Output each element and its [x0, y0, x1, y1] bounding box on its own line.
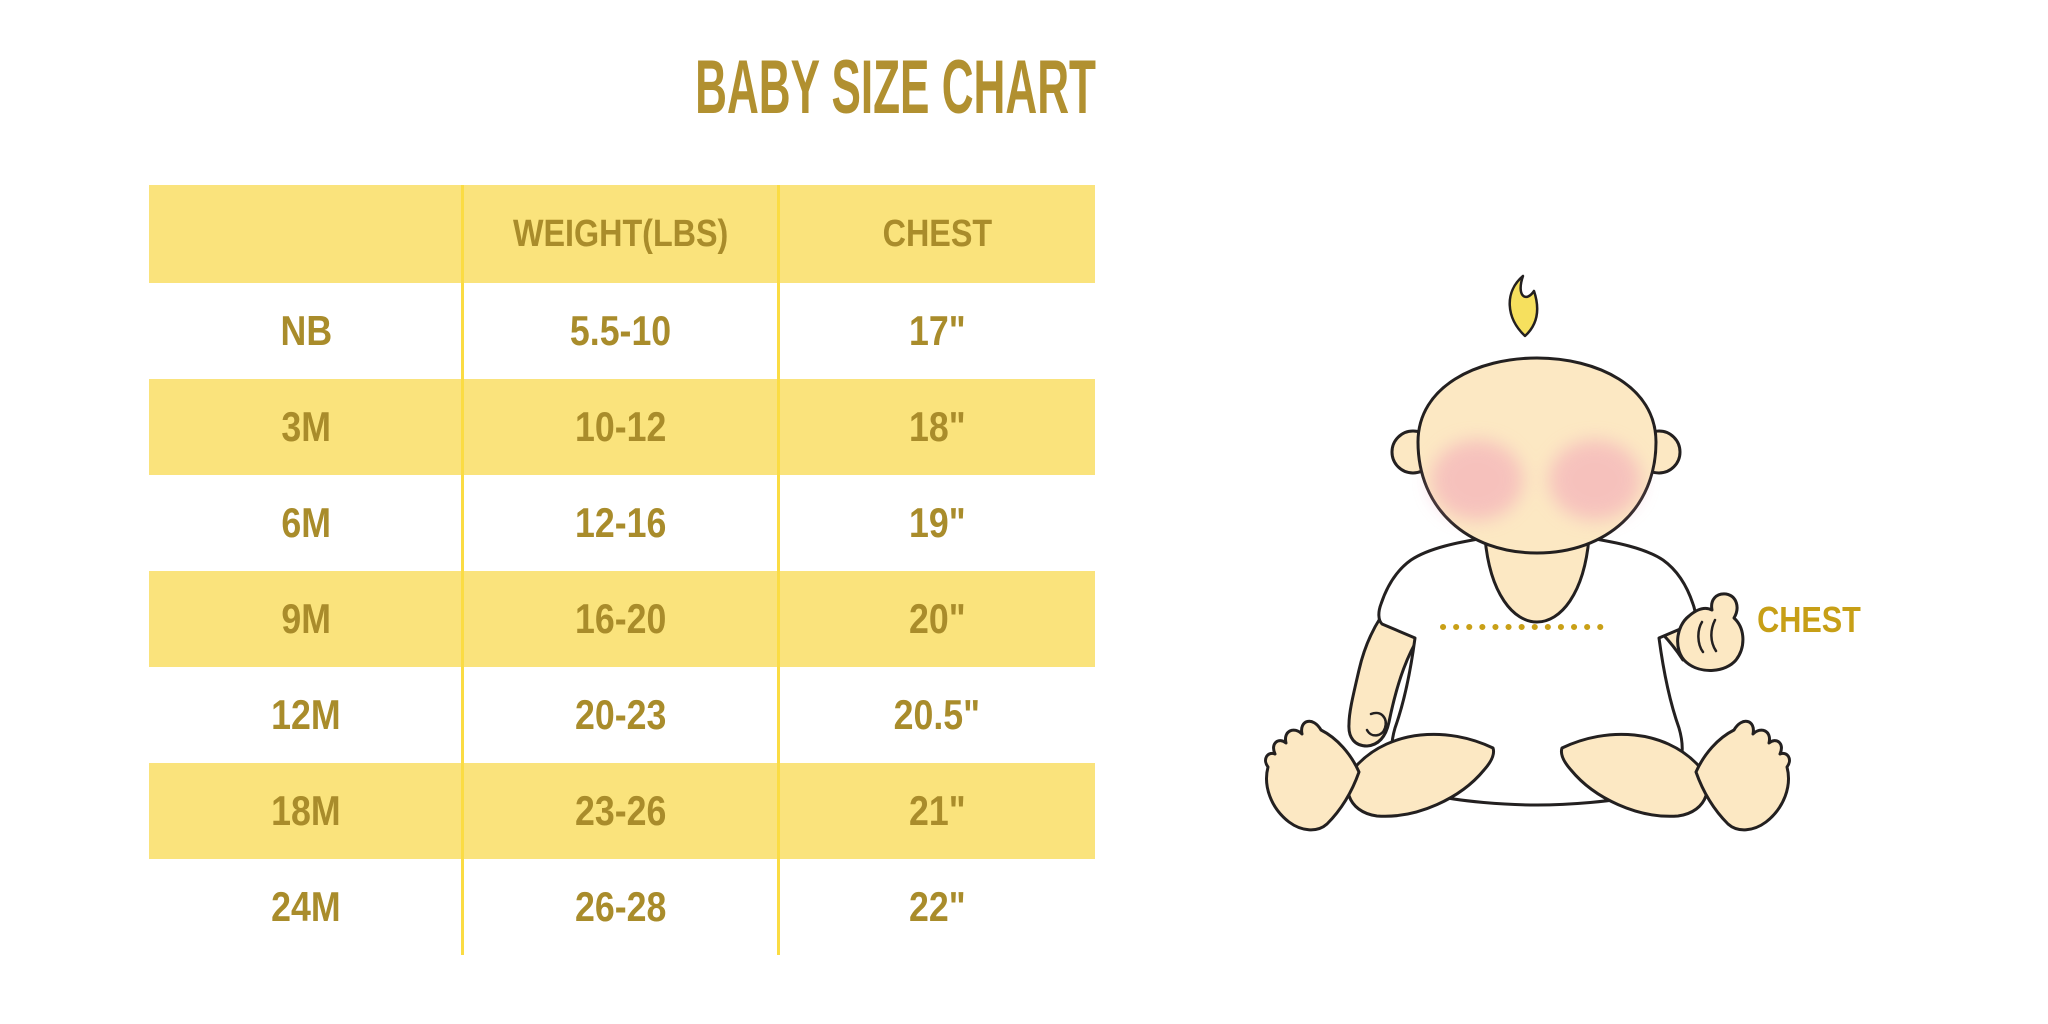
cell-weight: 26-28: [575, 883, 667, 930]
baby-foot-left: [1264, 719, 1361, 832]
table-row-nb: NB 5.5-10 17": [149, 283, 1095, 379]
table-row-18m: 18M 23-26 21": [149, 763, 1095, 859]
cell-weight: 12-16: [575, 499, 667, 546]
cell-weight: 20-23: [575, 691, 667, 738]
table-row-9m: 9M 16-20 20": [149, 571, 1095, 667]
size-table: WEIGHT(LBS) CHEST NB 5.5-10 17" 3M 10-12…: [149, 185, 1095, 955]
cell-size: 24M: [271, 883, 341, 930]
chest-label: CHEST: [1757, 599, 1861, 640]
cell-chest: 20.5": [893, 691, 981, 738]
cell-weight: 10-12: [575, 403, 667, 450]
page-title: BABY SIZE CHART: [0, 44, 1792, 131]
table-body: NB 5.5-10 17" 3M 10-12 18" 6M 12-16 19" …: [149, 283, 1095, 955]
header-cell-chest: CHEST: [882, 212, 992, 255]
header-cell-size: [149, 185, 463, 283]
column-divider-1: [461, 185, 464, 955]
baby-leg-left: [1346, 732, 1496, 818]
page-title-text: BABY SIZE CHART: [695, 45, 1097, 130]
cell-chest: 19": [908, 499, 966, 546]
cell-chest: 18": [908, 403, 966, 450]
table-row-6m: 6M 12-16 19": [149, 475, 1095, 571]
cell-size: 12M: [271, 691, 341, 738]
cell-chest: 17": [908, 307, 966, 354]
baby-fist-finger-lines: [1697, 618, 1718, 654]
cell-chest: 22": [908, 883, 966, 930]
table-row-24m: 24M 26-28 22": [149, 859, 1095, 955]
baby-cheek-left: [1431, 440, 1523, 520]
cell-chest: 21": [908, 787, 966, 834]
table-header-row: WEIGHT(LBS) CHEST: [149, 185, 1095, 283]
cell-size: 18M: [271, 787, 341, 834]
header-cell-weight: WEIGHT(LBS): [513, 212, 729, 255]
cell-weight: 16-20: [575, 595, 667, 642]
cell-size: NB: [280, 307, 332, 354]
column-divider-2: [777, 185, 780, 955]
table-row-3m: 3M 10-12 18": [149, 379, 1095, 475]
cell-weight: 5.5-10: [570, 307, 672, 354]
baby-cheek-right: [1549, 440, 1641, 520]
baby-hand-left: [1365, 711, 1387, 737]
baby-illustration: [1255, 270, 1875, 870]
baby-hair-tuft: [1508, 274, 1539, 338]
cell-size: 3M: [281, 403, 331, 450]
cell-chest: 20": [908, 595, 966, 642]
baby-leg-right: [1559, 732, 1709, 818]
table-row-12m: 12M 20-23 20.5": [149, 667, 1095, 763]
cell-size: 9M: [281, 595, 331, 642]
baby-foot-right: [1694, 719, 1791, 832]
cell-size: 6M: [281, 499, 331, 546]
cell-weight: 23-26: [575, 787, 667, 834]
